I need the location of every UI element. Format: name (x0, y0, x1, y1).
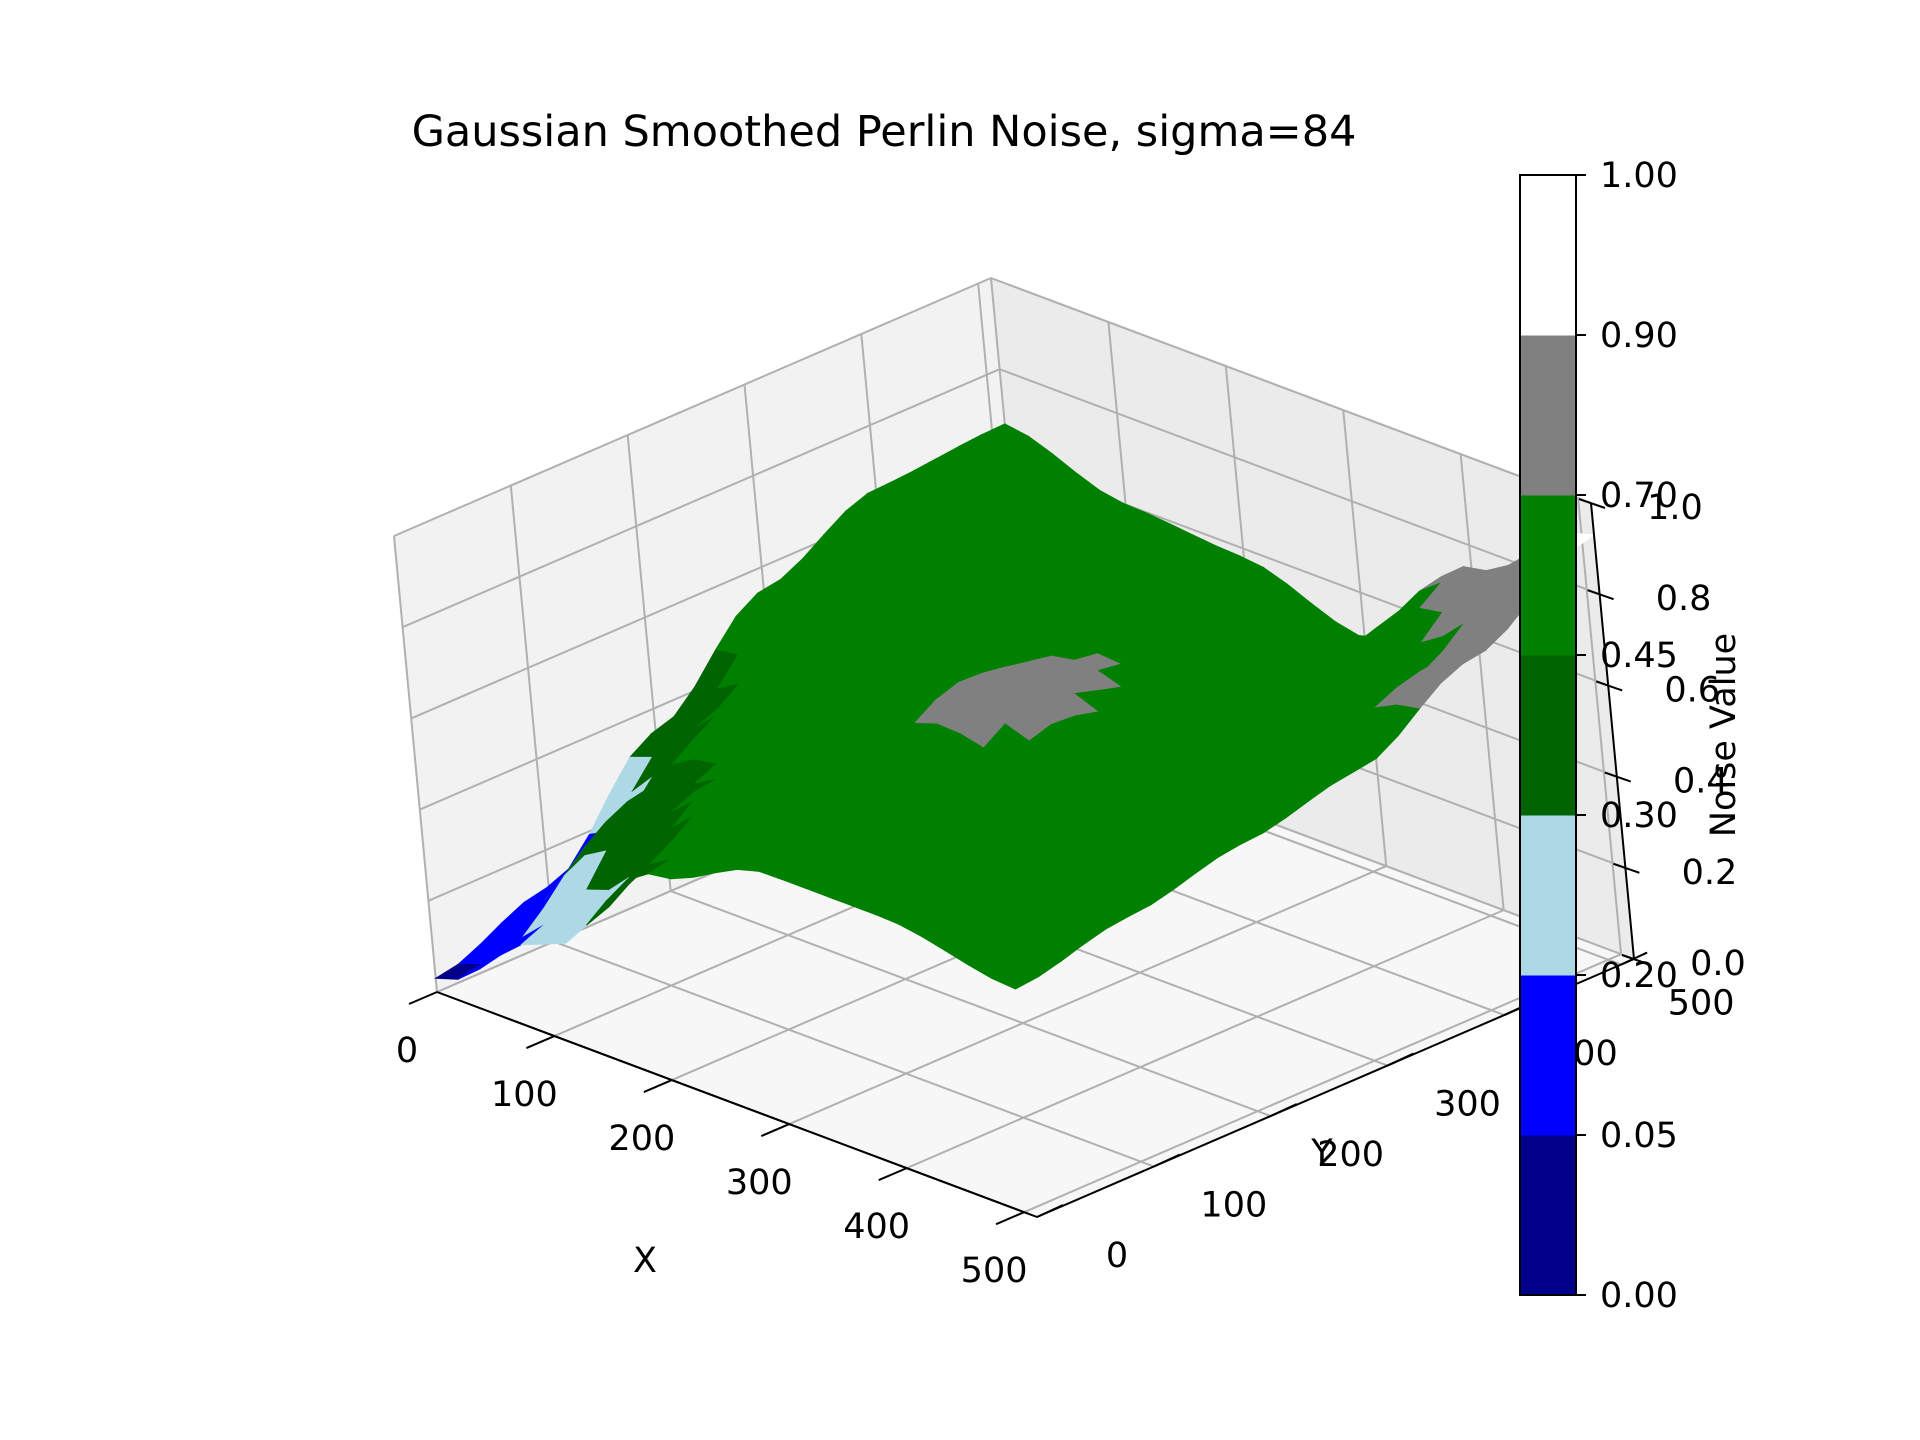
chart-title: Gaussian Smoothed Perlin Noise, sigma=84 (412, 107, 1357, 157)
gridline-z-left (402, 368, 1000, 629)
colorbar-segments (1520, 175, 1576, 1296)
colorbar-segment (1520, 975, 1576, 1136)
z-tick-mark (1613, 862, 1640, 874)
x-tick-mark (995, 1211, 1025, 1226)
y-tick-mark (1153, 1153, 1181, 1168)
colorbar-tick-label: 0.05 (1600, 1116, 1678, 1156)
z-tick-label: 1.0 (1647, 488, 1703, 528)
colorbar-tick-label: 1.00 (1600, 156, 1678, 196)
y-tick-label: 200 (1317, 1135, 1384, 1175)
z-tick-label: 0.6 (1664, 670, 1720, 710)
z-tick-mark (1587, 589, 1614, 601)
z-tick-mark (1604, 771, 1632, 783)
gridline-z-back (990, 277, 1592, 504)
z-tick-label: 0.4 (1673, 762, 1729, 802)
y-axis-label: Y (1310, 1133, 1333, 1173)
x-tick-mark (643, 1079, 673, 1093)
colorbar-segment (1520, 175, 1576, 336)
axes-3d: 0 100 200 300 400 500 0 100 200 300 400 500 0.0 0.2… (393, 277, 1746, 1291)
x-tick-mark (878, 1167, 908, 1182)
x-tick-label: 200 (608, 1119, 675, 1159)
x-tick-label: 100 (491, 1075, 558, 1115)
gridline-x-floor (906, 909, 1505, 1170)
gridline-y-left (393, 535, 438, 993)
surface-patch (991, 965, 1040, 990)
y-tick-label: 100 (1200, 1186, 1267, 1226)
x-tick-mark (408, 991, 438, 1005)
x-axis-ticks: 0 100 200 300 400 500 (396, 991, 1028, 1291)
x-tick-mark (760, 1123, 790, 1138)
x-tick-label: 300 (726, 1163, 793, 1203)
x-tick-label: 500 (961, 1251, 1028, 1291)
z-axis-line (1590, 502, 1635, 960)
z-tick-mark (1621, 954, 1649, 965)
x-tick-label: 0 (396, 1031, 418, 1071)
gridline-x-back (1577, 498, 1623, 955)
colorbar-label: Noise Value (1704, 633, 1744, 837)
colorbar: 0.00 0.05 0.20 0.30 0.45 0.70 0.90 1.00 Noise V… (1519, 156, 1744, 1316)
y-tick-label: 500 (1668, 984, 1735, 1024)
colorbar-segment (1520, 495, 1576, 656)
y-tick-label: 0 (1106, 1236, 1128, 1276)
x-tick-label: 400 (843, 1207, 910, 1247)
colorbar-frame (1519, 174, 1577, 1296)
z-tick-mark (1578, 498, 1606, 509)
colorbar-segment (1520, 1135, 1576, 1296)
gridline-x-floor (788, 865, 1387, 1126)
x-tick-mark (526, 1035, 555, 1049)
x-axis-label: X (633, 1241, 657, 1281)
x-axis-line (436, 991, 1038, 1218)
y-tick-label: 300 (1434, 1085, 1501, 1125)
z-tick-label: 0.2 (1682, 853, 1738, 893)
y-tick-mark (1036, 1204, 1064, 1218)
colorbar-tick-label: 0.45 (1600, 636, 1678, 676)
colorbar-tick-label: 0.70 (1600, 476, 1678, 516)
z-tick-label: 0.8 (1656, 579, 1712, 619)
gridline-z-back (999, 368, 1600, 596)
z-tick-label: 0.0 (1690, 944, 1746, 984)
gridline-y-floor (553, 940, 1155, 1168)
colorbar-tick-label: 0.20 (1600, 956, 1678, 996)
colorbar-tick-label: 0.30 (1600, 796, 1678, 836)
surface-plot (434, 423, 1596, 990)
colorbar-segment (1520, 335, 1576, 496)
colorbar-tick-label: 0.90 (1600, 316, 1678, 356)
z-tick-mark (1595, 680, 1623, 692)
colorbar-ticks: 0.00 0.05 0.20 0.30 0.45 0.70 0.90 1.00 (1576, 156, 1678, 1316)
gridline-y-floor (670, 890, 1272, 1117)
colorbar-tick-label: 0.00 (1600, 1276, 1678, 1316)
colorbar-segment (1520, 815, 1576, 976)
gridline-x-back (1459, 454, 1505, 911)
y-tick-mark (1387, 1052, 1414, 1067)
gridline-z-left (393, 277, 992, 537)
z-axis-ticks: 0.0 0.2 0.4 0.6 0.8 1.0 (1578, 488, 1746, 984)
gridline-y-left (509, 485, 555, 942)
y-tick-mark (1270, 1103, 1298, 1117)
colorbar-segment (1520, 655, 1576, 816)
